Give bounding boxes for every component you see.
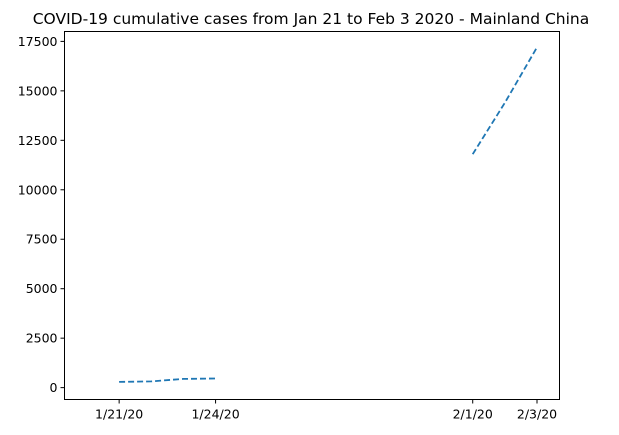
chart-title: COVID-19 cumulative cases from Jan 21 to… — [33, 10, 590, 28]
series-line-segment — [119, 377, 216, 383]
x-tick-label: 1/21/20 — [95, 407, 143, 422]
x-axis: 1/21/20 1/24/20 2/1/20 2/3/20 — [95, 399, 557, 422]
y-tick-label: 12500 — [18, 133, 58, 148]
y-tick-label: 15000 — [18, 83, 58, 98]
y-tick-label: 2500 — [26, 331, 58, 346]
y-tick-label: 10000 — [18, 182, 58, 197]
y-tick-label: 0 — [50, 380, 58, 395]
x-tick-label: 1/24/20 — [191, 407, 239, 422]
series-group — [119, 46, 538, 383]
y-tick-label: 7500 — [26, 232, 58, 247]
plot-area — [64, 31, 560, 400]
x-tick-label: 2/1/20 — [453, 407, 493, 422]
series-line-segment — [471, 46, 538, 155]
y-tick-label: 17500 — [18, 34, 58, 49]
y-tick-label: 5000 — [26, 281, 58, 296]
x-tick-label: 2/3/20 — [517, 407, 557, 422]
y-axis: 0 2500 5000 7500 10000 12500 15000 17500 — [18, 34, 65, 395]
